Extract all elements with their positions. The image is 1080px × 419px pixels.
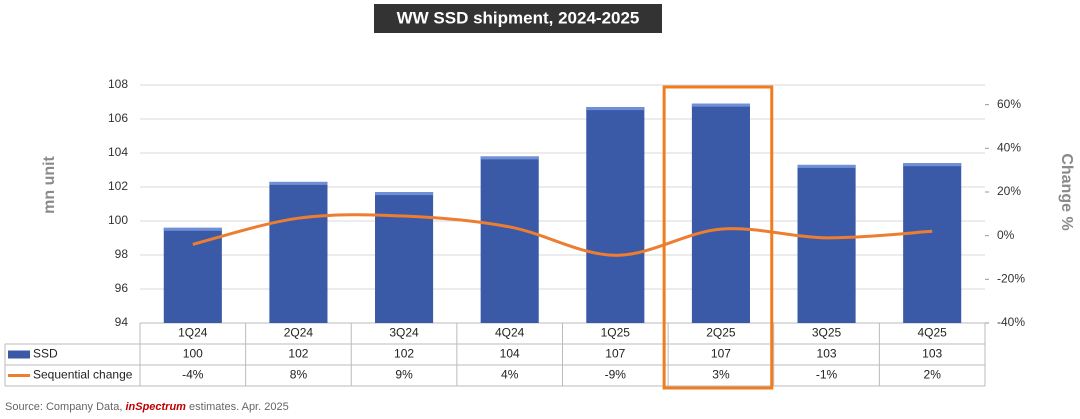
- y-axis-title: mn unit: [41, 155, 58, 213]
- x-tick-label: 1Q25: [601, 326, 631, 340]
- bar-top: [163, 227, 222, 231]
- y-tick-label: 98: [115, 247, 129, 261]
- legend-label: Sequential change: [33, 368, 133, 382]
- table-value: 107: [711, 347, 731, 361]
- legend-swatch: [8, 350, 30, 359]
- table-value: 107: [605, 347, 625, 361]
- table-value: 2%: [924, 368, 942, 382]
- x-tick-label: 2Q24: [284, 326, 314, 340]
- bar-top: [903, 163, 962, 167]
- x-tick-label: 4Q24: [495, 326, 525, 340]
- source-suffix: estimates. Apr. 2025: [186, 401, 289, 413]
- source-brand: inSpectrum: [125, 401, 186, 413]
- line: [192, 213, 933, 257]
- y2-axis-title: Change %: [1058, 153, 1075, 230]
- table-value: 104: [500, 347, 520, 361]
- y-tick-label: 102: [108, 179, 128, 193]
- table-value: 100: [183, 347, 203, 361]
- x-tick-label: 1Q24: [178, 326, 208, 340]
- table-value: 8%: [290, 368, 308, 382]
- table-value: 103: [817, 347, 837, 361]
- y-tick-label: 100: [108, 213, 128, 227]
- x-tick-label: 2Q25: [706, 326, 736, 340]
- y-tick-label: 104: [108, 145, 128, 159]
- bar-top: [480, 156, 539, 160]
- bar: [375, 192, 434, 323]
- bar-top: [586, 107, 645, 111]
- source-prefix: Source: Company Data,: [5, 401, 125, 413]
- table-value: 102: [394, 347, 414, 361]
- y2-tick-label: 20%: [997, 184, 1021, 198]
- bar: [903, 163, 962, 323]
- y-tick-label: 96: [115, 281, 129, 295]
- table-value: -1%: [816, 368, 838, 382]
- x-tick-label: 3Q24: [389, 326, 419, 340]
- table-value: 3%: [712, 368, 730, 382]
- legend-label: SSD: [33, 347, 58, 361]
- bar-top: [797, 164, 856, 168]
- x-tick-label: 4Q25: [918, 326, 948, 340]
- y2-tick-label: 0%: [997, 228, 1015, 242]
- title-box: [374, 4, 662, 33]
- bar-top: [375, 192, 434, 196]
- y2-tick-label: -40%: [997, 315, 1025, 329]
- table-value: -4%: [182, 368, 204, 382]
- y2-tick-label: 40%: [997, 140, 1021, 154]
- bar-top: [269, 181, 328, 185]
- chart-title: WW SSD shipment, 2024-2025: [397, 8, 640, 27]
- table-value: 102: [288, 347, 308, 361]
- table-value: 4%: [501, 368, 519, 382]
- bar-top: [691, 103, 750, 107]
- table-value: 103: [922, 347, 942, 361]
- bar: [269, 181, 328, 323]
- y-tick-label: 108: [108, 77, 128, 91]
- x-tick-label: 3Q25: [812, 326, 842, 340]
- source: Source: Company Data, inSpectrum estimat…: [5, 401, 289, 413]
- bar: [163, 227, 222, 323]
- table-value: -9%: [605, 368, 627, 382]
- bar: [691, 103, 750, 323]
- bar: [480, 156, 539, 323]
- y2-tick-label: 60%: [997, 97, 1021, 111]
- bar: [797, 164, 856, 323]
- table-value: 9%: [395, 368, 413, 382]
- bar: [586, 107, 645, 323]
- y-tick-label: 94: [115, 315, 129, 329]
- y2-tick-label: -20%: [997, 272, 1025, 286]
- highlight-box: [662, 85, 774, 390]
- y-tick-label: 106: [108, 111, 128, 125]
